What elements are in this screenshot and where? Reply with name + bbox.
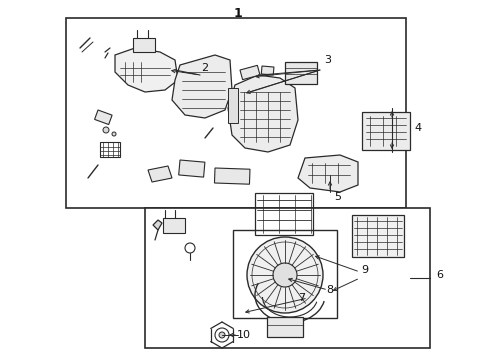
Bar: [261, 66, 274, 75]
Polygon shape: [298, 155, 358, 192]
Text: 3: 3: [324, 55, 332, 65]
Polygon shape: [172, 55, 232, 118]
Polygon shape: [228, 75, 298, 152]
Circle shape: [219, 332, 225, 338]
Text: 2: 2: [201, 63, 209, 73]
Text: 5: 5: [335, 192, 342, 202]
Bar: [145, 208, 430, 348]
Polygon shape: [148, 166, 172, 182]
Bar: [285, 62, 317, 84]
Polygon shape: [153, 220, 162, 230]
Bar: [240, 66, 260, 80]
Text: 9: 9: [362, 265, 368, 275]
Bar: [215, 168, 250, 184]
Bar: [233, 230, 337, 318]
Bar: [352, 215, 404, 257]
Circle shape: [103, 127, 109, 133]
Text: 8: 8: [326, 285, 334, 295]
Bar: [255, 193, 313, 235]
Bar: [228, 88, 238, 123]
Bar: [362, 112, 410, 150]
Text: 6: 6: [437, 270, 443, 280]
Bar: [133, 38, 155, 52]
Bar: [95, 110, 112, 125]
Bar: [66, 18, 406, 208]
Text: 7: 7: [298, 293, 306, 303]
Text: 1: 1: [234, 6, 243, 19]
Circle shape: [112, 132, 116, 136]
Bar: [163, 218, 185, 233]
Text: 10: 10: [237, 330, 251, 340]
Bar: [100, 142, 120, 157]
Circle shape: [273, 263, 297, 287]
Text: 4: 4: [415, 123, 421, 133]
Bar: [267, 317, 303, 337]
Bar: [179, 160, 205, 177]
Circle shape: [247, 237, 323, 313]
Polygon shape: [115, 48, 178, 92]
